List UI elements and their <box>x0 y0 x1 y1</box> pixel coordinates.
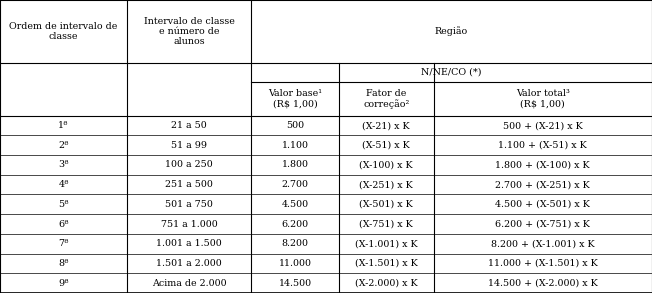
Text: 501 a 750: 501 a 750 <box>165 200 213 209</box>
Text: 251 a 500: 251 a 500 <box>165 180 213 189</box>
Text: (X-51) x K: (X-51) x K <box>363 141 410 150</box>
Text: 6.200 + (X-751) x K: 6.200 + (X-751) x K <box>496 219 590 229</box>
Text: 3ª: 3ª <box>58 161 69 169</box>
Text: (X-501) x K: (X-501) x K <box>359 200 413 209</box>
Text: 6.200: 6.200 <box>282 219 308 229</box>
Text: 2.700: 2.700 <box>282 180 308 189</box>
Text: 7ª: 7ª <box>58 239 69 248</box>
Text: Valor total³
(R$ 1,00): Valor total³ (R$ 1,00) <box>516 89 570 109</box>
Text: 21 a 50: 21 a 50 <box>171 121 207 130</box>
Text: 4ª: 4ª <box>58 180 69 189</box>
Text: 9ª: 9ª <box>58 279 69 288</box>
Text: 100 a 250: 100 a 250 <box>165 161 213 169</box>
Text: 500 + (X-21) x K: 500 + (X-21) x K <box>503 121 583 130</box>
Text: 1.501 a 2.000: 1.501 a 2.000 <box>156 259 222 268</box>
Text: (X-2.000) x K: (X-2.000) x K <box>355 279 418 288</box>
Text: 8ª: 8ª <box>58 259 69 268</box>
Text: 1.800 + (X-100) x K: 1.800 + (X-100) x K <box>496 161 590 169</box>
Text: 8.200: 8.200 <box>282 239 308 248</box>
Text: 8.200 + (X-1.001) x K: 8.200 + (X-1.001) x K <box>491 239 595 248</box>
Text: 500: 500 <box>286 121 304 130</box>
Text: (X-1.501) x K: (X-1.501) x K <box>355 259 418 268</box>
Text: Fator de
correção²: Fator de correção² <box>363 89 409 109</box>
Text: Valor base¹
(R$ 1,00): Valor base¹ (R$ 1,00) <box>268 89 322 109</box>
Text: 751 a 1.000: 751 a 1.000 <box>160 219 218 229</box>
Text: Região: Região <box>435 27 468 36</box>
Text: 51 a 99: 51 a 99 <box>171 141 207 150</box>
Text: 1.800: 1.800 <box>282 161 308 169</box>
Text: 4.500: 4.500 <box>282 200 308 209</box>
Text: (X-751) x K: (X-751) x K <box>359 219 413 229</box>
Text: 4.500 + (X-501) x K: 4.500 + (X-501) x K <box>496 200 590 209</box>
Text: Acima de 2.000: Acima de 2.000 <box>152 279 226 288</box>
Text: (X-1.001) x K: (X-1.001) x K <box>355 239 418 248</box>
Text: 11.000: 11.000 <box>278 259 312 268</box>
Text: 11.000 + (X-1.501) x K: 11.000 + (X-1.501) x K <box>488 259 598 268</box>
Text: 6ª: 6ª <box>58 219 69 229</box>
Text: 1ª: 1ª <box>58 121 69 130</box>
Text: (X-21) x K: (X-21) x K <box>363 121 410 130</box>
Text: (X-251) x K: (X-251) x K <box>359 180 413 189</box>
Text: 14.500: 14.500 <box>278 279 312 288</box>
Text: 2ª: 2ª <box>58 141 69 150</box>
Text: N/NE/CO (*): N/NE/CO (*) <box>421 68 482 77</box>
Text: 2.700 + (X-251) x K: 2.700 + (X-251) x K <box>496 180 590 189</box>
Text: Intervalo de classe
e número de
alunos: Intervalo de classe e número de alunos <box>143 17 235 46</box>
Text: Ordem de intervalo de
classe: Ordem de intervalo de classe <box>9 22 118 41</box>
Text: 5ª: 5ª <box>58 200 69 209</box>
Text: (X-100) x K: (X-100) x K <box>359 161 413 169</box>
Text: 1.100: 1.100 <box>282 141 308 150</box>
Text: 1.100 + (X-51) x K: 1.100 + (X-51) x K <box>498 141 587 150</box>
Text: 1.001 a 1.500: 1.001 a 1.500 <box>156 239 222 248</box>
Text: 14.500 + (X-2.000) x K: 14.500 + (X-2.000) x K <box>488 279 598 288</box>
